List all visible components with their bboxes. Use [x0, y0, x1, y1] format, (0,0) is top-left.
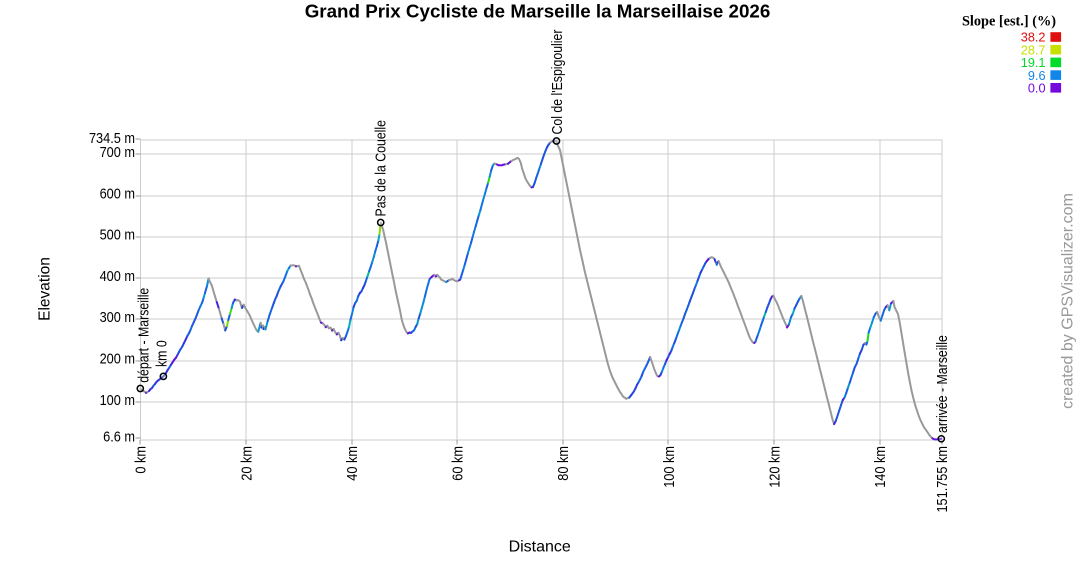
- svg-text:0 km: 0 km: [132, 446, 149, 474]
- svg-text:40 km: 40 km: [343, 446, 360, 481]
- svg-text:734.5 m: 734.5 m: [89, 129, 135, 146]
- svg-text:140 km: 140 km: [871, 446, 888, 488]
- svg-text:Distance: Distance: [509, 539, 571, 556]
- svg-text:created by GPSVisualizer.com: created by GPSVisualizer.com: [1060, 193, 1077, 409]
- svg-text:Col de l'Espigoulier: Col de l'Espigoulier: [549, 29, 565, 134]
- svg-text:200 m: 200 m: [100, 349, 135, 366]
- svg-text:100 km: 100 km: [660, 446, 677, 488]
- svg-text:80 km: 80 km: [554, 446, 571, 481]
- svg-text:19.1: 19.1: [1021, 56, 1046, 70]
- svg-text:km 0: km 0: [154, 340, 170, 367]
- svg-text:0.0: 0.0: [1028, 82, 1046, 96]
- svg-text:20 km: 20 km: [237, 446, 254, 481]
- svg-text:Slope [est.] (%): Slope [est.] (%): [962, 14, 1056, 30]
- svg-text:100 m: 100 m: [100, 391, 135, 408]
- svg-text:700 m: 700 m: [100, 143, 135, 160]
- svg-text:151.755 km: 151.755 km: [933, 446, 950, 513]
- svg-text:Grand Prix Cycliste de Marseil: Grand Prix Cycliste de Marseille la Mars…: [305, 1, 771, 22]
- svg-text:38.2: 38.2: [1021, 31, 1046, 45]
- svg-text:départ - Marseille: départ - Marseille: [135, 288, 151, 383]
- svg-text:6.6 m: 6.6 m: [103, 428, 135, 445]
- svg-text:arrivée - Marseille: arrivée - Marseille: [934, 335, 950, 433]
- svg-text:400 m: 400 m: [100, 267, 135, 284]
- svg-text:Elevation: Elevation: [37, 257, 54, 321]
- svg-text:Pas de la Couelle: Pas de la Couelle: [373, 120, 389, 216]
- svg-text:120 km: 120 km: [765, 446, 782, 488]
- svg-text:300 m: 300 m: [100, 308, 135, 325]
- svg-text:600 m: 600 m: [100, 184, 135, 201]
- svg-text:9.6: 9.6: [1028, 69, 1046, 83]
- svg-text:500 m: 500 m: [100, 226, 135, 243]
- svg-text:28.7: 28.7: [1021, 43, 1046, 57]
- svg-text:60 km: 60 km: [449, 446, 466, 481]
